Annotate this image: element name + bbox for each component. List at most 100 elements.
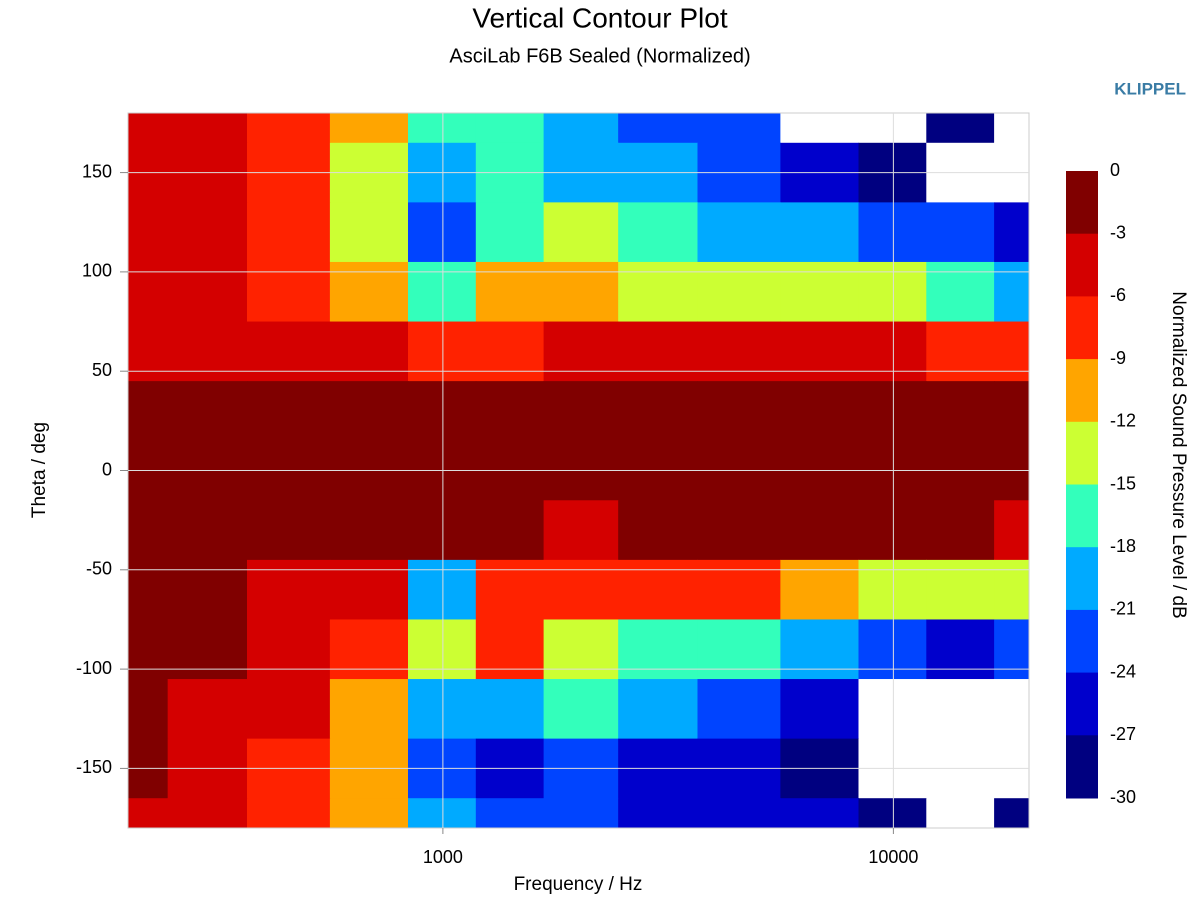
x-tick-label: 10000 xyxy=(868,847,918,867)
colorbar-tick-label: -30 xyxy=(1110,787,1136,807)
contour-cell xyxy=(697,559,781,620)
contour-cell xyxy=(858,679,927,740)
contour-cell xyxy=(246,321,331,382)
contour-cell xyxy=(618,679,698,740)
colorbar-band xyxy=(1066,609,1098,674)
y-tick-label: 150 xyxy=(82,161,112,181)
colorbar-tick-label: -27 xyxy=(1110,724,1136,744)
contour-cell xyxy=(167,113,248,144)
colorbar-tick-label: -12 xyxy=(1110,411,1136,431)
contour-cell xyxy=(618,500,698,561)
contour-cell xyxy=(994,679,1030,740)
contour-cell xyxy=(618,798,698,829)
x-axis-label: Frequency / Hz xyxy=(514,874,643,895)
contour-cell xyxy=(994,261,1030,323)
colorbar-band xyxy=(1066,672,1098,736)
contour-cell xyxy=(994,202,1030,263)
contour-cell xyxy=(128,619,169,680)
contour-cell xyxy=(475,619,545,680)
contour-cell xyxy=(697,381,781,442)
contour-cell xyxy=(475,381,545,442)
contour-cell xyxy=(167,202,248,263)
contour-cell xyxy=(128,679,169,740)
colorbar-band xyxy=(1066,421,1098,485)
contour-cell xyxy=(780,113,859,144)
contour-cell xyxy=(246,261,331,323)
colorbar-band xyxy=(1066,484,1098,548)
contour-cell xyxy=(329,619,409,680)
contour-cell xyxy=(543,798,619,829)
contour-cell xyxy=(407,261,477,323)
colorbar-band xyxy=(1066,171,1098,235)
contour-cell xyxy=(697,202,781,263)
contour-cell xyxy=(329,679,409,740)
contour-cell xyxy=(780,381,859,442)
contour-cell xyxy=(407,679,477,740)
contour-cell xyxy=(858,321,927,382)
contour-cell xyxy=(167,619,248,680)
contour-cell xyxy=(475,321,545,382)
colorbar-band xyxy=(1066,547,1098,611)
contour-cell xyxy=(858,381,927,442)
contour-cell xyxy=(926,321,995,382)
colorbar-band xyxy=(1066,359,1098,423)
contour-cell xyxy=(926,679,995,740)
contour-cell xyxy=(994,559,1030,620)
brand: KLIPPEL xyxy=(1114,79,1186,98)
contour-cell xyxy=(329,113,409,144)
contour-cell xyxy=(994,321,1030,382)
contour-cell xyxy=(858,261,927,323)
colorbar-tick-label: 0 xyxy=(1110,160,1120,180)
contour-cell xyxy=(697,619,781,680)
contour-cell xyxy=(475,679,545,740)
contour-cell xyxy=(329,500,409,561)
contour-cell xyxy=(407,619,477,680)
y-tick-label: -150 xyxy=(76,757,112,777)
contour-cell xyxy=(858,202,927,263)
contour-cell xyxy=(407,559,477,620)
x-tick-label: 1000 xyxy=(423,847,463,867)
contour-cell xyxy=(167,321,248,382)
contour-cell xyxy=(543,679,619,740)
contour-cell xyxy=(994,113,1030,144)
contour-cell xyxy=(926,261,995,323)
colorbar-label: Normalized Sound Pressure Level / dB xyxy=(1168,291,1189,618)
contour-cell xyxy=(167,500,248,561)
y-tick-label: 100 xyxy=(82,261,112,281)
contour-cell xyxy=(994,619,1030,680)
contour-cell xyxy=(697,798,781,829)
contour-cell xyxy=(475,261,545,323)
contour-cell xyxy=(858,559,927,620)
contour-cell xyxy=(780,202,859,263)
contour-cell xyxy=(926,559,995,620)
contour-cell xyxy=(543,202,619,263)
contour-cell xyxy=(329,261,409,323)
colorbar-band xyxy=(1066,735,1098,799)
contour-cell xyxy=(475,559,545,620)
contour-cell xyxy=(858,619,927,680)
contour-cell xyxy=(780,321,859,382)
colorbar-band xyxy=(1066,296,1098,360)
contour-cell xyxy=(246,798,331,829)
colorbar-tick-label: -18 xyxy=(1110,536,1136,556)
contour-cell xyxy=(543,559,619,620)
contour-cell xyxy=(475,500,545,561)
contour-cell xyxy=(167,798,248,829)
y-tick-label: 50 xyxy=(92,360,112,380)
contour-cell xyxy=(780,619,859,680)
contour-cell xyxy=(128,559,169,620)
y-tick-label: -50 xyxy=(86,559,112,579)
colorbar-tick-label: -3 xyxy=(1110,222,1126,242)
contour-cell xyxy=(246,381,331,442)
contour-cell xyxy=(407,500,477,561)
contour-cell xyxy=(543,619,619,680)
contour-cell xyxy=(618,559,698,620)
contour-cell xyxy=(475,798,545,829)
contour-cell xyxy=(128,500,169,561)
contour-cell xyxy=(407,321,477,382)
contour-cell xyxy=(618,321,698,382)
contour-cell xyxy=(926,202,995,263)
contour-cell xyxy=(246,113,331,144)
contour-cell xyxy=(407,381,477,442)
contour-cell xyxy=(697,679,781,740)
